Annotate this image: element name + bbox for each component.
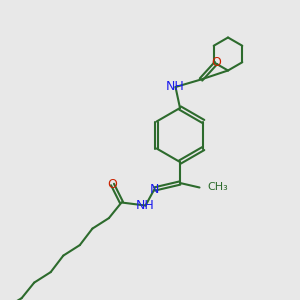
Text: NH: NH: [166, 80, 185, 94]
Text: O: O: [211, 56, 221, 70]
Text: NH: NH: [136, 199, 155, 212]
Text: N: N: [150, 182, 159, 196]
Text: O: O: [108, 178, 117, 191]
Text: CH₃: CH₃: [207, 182, 228, 193]
